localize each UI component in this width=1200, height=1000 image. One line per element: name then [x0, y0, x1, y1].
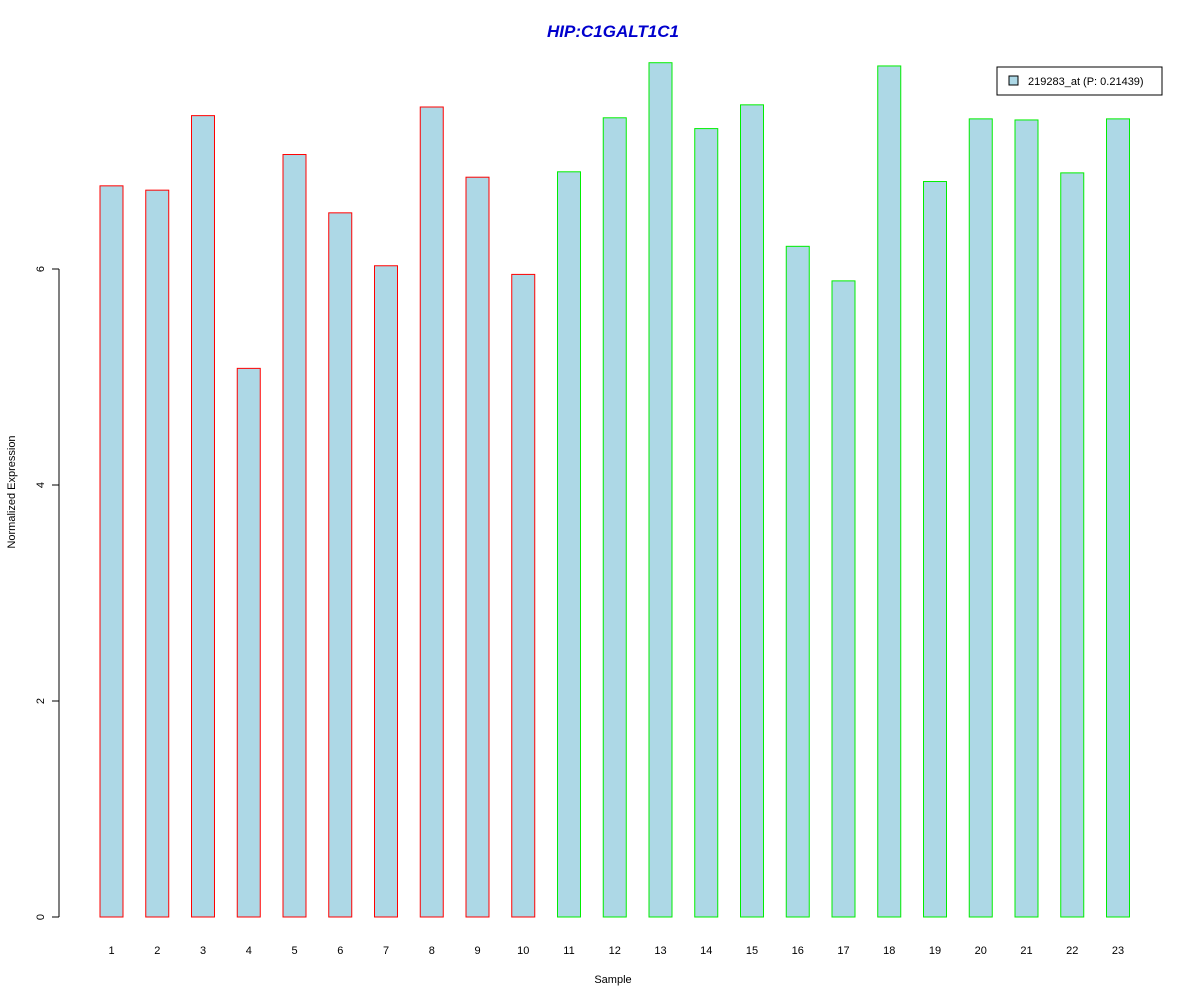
bar-sample-10 — [511, 273, 536, 918]
x-tick-label-18: 18 — [883, 945, 895, 957]
x-tick-label-7: 7 — [383, 945, 389, 957]
x-tick-label-2: 2 — [154, 945, 160, 957]
bars-group — [99, 62, 1130, 918]
y-axis-label: Normalized Expression — [6, 435, 18, 548]
x-tick-label-13: 13 — [654, 945, 666, 957]
y-tick-label: 2 — [35, 698, 47, 704]
x-tick-label-5: 5 — [291, 945, 297, 957]
legend-box — [996, 66, 1163, 96]
bar-sample-13 — [648, 62, 673, 918]
x-tick-label-9: 9 — [474, 945, 480, 957]
bar-sample-1 — [99, 185, 124, 918]
x-tick-label-16: 16 — [792, 945, 804, 957]
bar-sample-11 — [557, 171, 581, 918]
x-tick-label-22: 22 — [1066, 945, 1078, 957]
bar-sample-15 — [740, 104, 764, 918]
y-tick-label: 4 — [35, 482, 47, 488]
bar-sample-4 — [236, 367, 261, 918]
bar-sample-23 — [1106, 118, 1130, 918]
x-tick-label-17: 17 — [837, 945, 849, 957]
x-tick-label-21: 21 — [1020, 945, 1032, 957]
x-tick-label-10: 10 — [517, 945, 529, 957]
bar-sample-17 — [831, 280, 856, 918]
x-tick-label-6: 6 — [337, 945, 343, 957]
x-axis-label: Sample — [594, 974, 631, 986]
x-tick-label-4: 4 — [246, 945, 252, 957]
bar-sample-14 — [694, 128, 719, 918]
bar-sample-6 — [328, 212, 353, 918]
x-tick-labels: 1 2 3 4 5 6 7 8 9 10 11 12 13 14 15 16 17 18 19 20 21 22 23 — [108, 945, 1124, 957]
bar-sample-20 — [968, 118, 993, 918]
y-tick-label: 0 — [35, 914, 47, 920]
x-tick-label-15: 15 — [746, 945, 758, 957]
x-tick-label-3: 3 — [200, 945, 206, 957]
legend-label: 219283_at (P: 0.21439) — [1028, 76, 1144, 88]
x-tick-label-1: 1 — [108, 945, 114, 957]
x-tick-label-11: 11 — [563, 945, 574, 957]
x-tick-label-12: 12 — [609, 945, 621, 957]
bar-sample-9 — [465, 176, 490, 918]
bar-sample-16 — [785, 245, 810, 918]
x-tick-label-14: 14 — [700, 945, 712, 957]
chart-title: HIP:C1GALT1C1 — [547, 22, 679, 41]
legend: 219283_at (P: 0.21439) — [996, 66, 1163, 96]
bar-sample-5 — [282, 154, 307, 918]
bar-sample-19 — [923, 181, 947, 918]
bar-sample-2 — [145, 189, 170, 918]
bar-sample-3 — [191, 115, 215, 918]
x-tick-label-19: 19 — [929, 945, 941, 957]
y-tick-label: 6 — [35, 266, 47, 272]
x-tick-label-23: 23 — [1112, 945, 1124, 957]
legend-swatch — [1008, 75, 1019, 86]
bar-sample-21 — [1014, 119, 1039, 918]
bar-sample-7 — [374, 265, 398, 918]
bar-sample-8 — [419, 106, 444, 918]
x-tick-label-20: 20 — [975, 945, 987, 957]
x-tick-label-8: 8 — [429, 945, 435, 957]
bar-sample-18 — [877, 65, 902, 918]
bar-sample-12 — [602, 117, 627, 918]
bar-sample-22 — [1060, 172, 1085, 918]
y-axis: 0 2 4 6 — [35, 266, 60, 920]
